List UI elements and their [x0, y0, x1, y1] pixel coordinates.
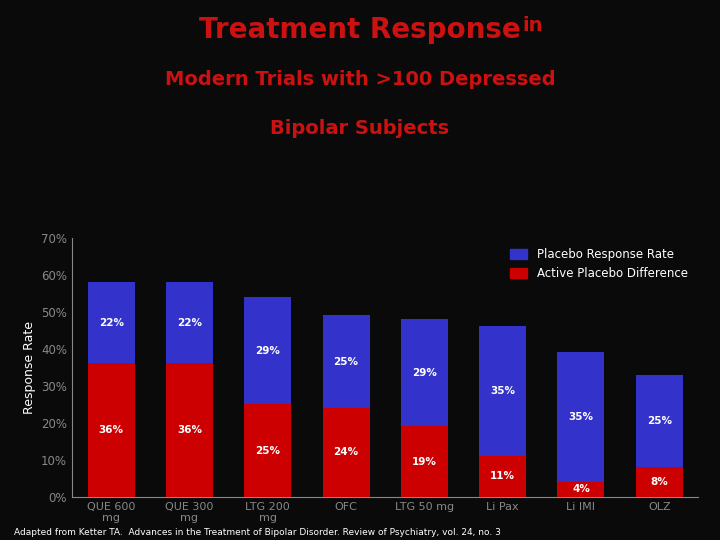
Text: 25%: 25%: [333, 356, 359, 367]
Text: in: in: [522, 16, 542, 35]
Text: 36%: 36%: [177, 425, 202, 435]
Text: Bipolar Subjects: Bipolar Subjects: [271, 119, 449, 138]
Text: 25%: 25%: [647, 416, 672, 426]
Bar: [244, 404, 291, 497]
Bar: [636, 375, 683, 467]
Y-axis label: Response Rate: Response Rate: [22, 321, 35, 414]
Bar: [480, 456, 526, 497]
Text: 36%: 36%: [99, 425, 124, 435]
Bar: [88, 363, 135, 497]
Bar: [557, 353, 605, 482]
Bar: [244, 297, 291, 404]
Bar: [88, 282, 135, 363]
Text: 11%: 11%: [490, 471, 515, 482]
Bar: [323, 315, 369, 408]
Text: 29%: 29%: [256, 346, 280, 355]
Bar: [166, 282, 213, 363]
Bar: [636, 467, 683, 497]
Text: 22%: 22%: [99, 318, 124, 328]
Text: 29%: 29%: [412, 368, 437, 378]
Text: 25%: 25%: [256, 446, 280, 456]
Bar: [480, 327, 526, 456]
Text: 22%: 22%: [177, 318, 202, 328]
Text: 35%: 35%: [569, 412, 593, 422]
Bar: [557, 482, 605, 497]
Text: 24%: 24%: [333, 447, 359, 457]
Bar: [166, 363, 213, 497]
Text: 35%: 35%: [490, 386, 515, 396]
Text: Adapted from Ketter TA.  Advances in the Treatment of Bipolar Disorder. Review o: Adapted from Ketter TA. Advances in the …: [14, 528, 501, 537]
Bar: [401, 427, 448, 497]
Bar: [401, 319, 448, 427]
Text: 4%: 4%: [572, 484, 590, 495]
Text: Modern Trials with >100 Depressed: Modern Trials with >100 Depressed: [165, 70, 555, 89]
Bar: [323, 408, 369, 497]
Text: 8%: 8%: [650, 477, 668, 487]
Text: Treatment Response: Treatment Response: [199, 16, 521, 44]
Text: 19%: 19%: [412, 457, 437, 467]
Legend: Placebo Response Rate, Active Placebo Difference: Placebo Response Rate, Active Placebo Di…: [505, 244, 693, 285]
